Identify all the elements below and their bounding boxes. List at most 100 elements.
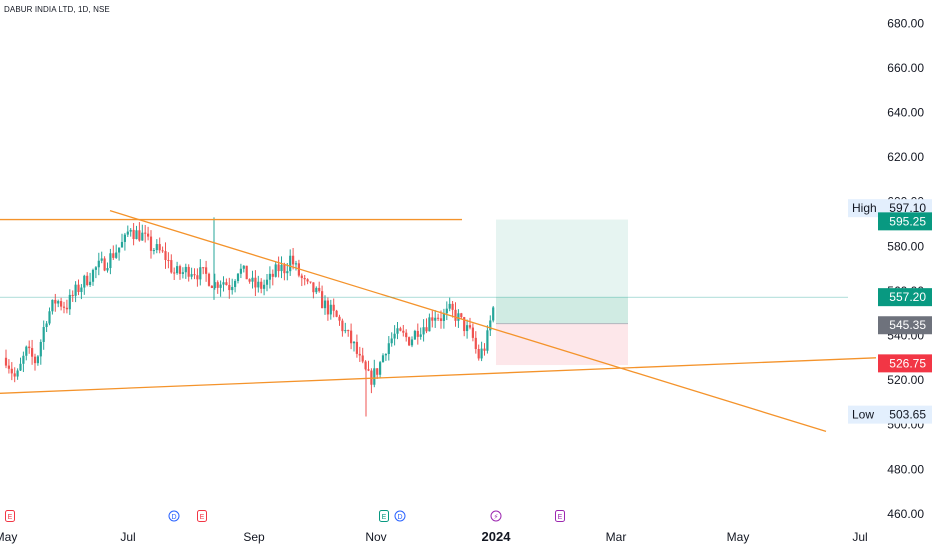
candle-body	[318, 287, 321, 292]
event-marker-dividend[interactable]: D	[394, 510, 406, 522]
event-marker-earnings[interactable]: E	[197, 510, 207, 522]
candle-body	[103, 258, 106, 271]
candle	[399, 326, 402, 332]
candle	[431, 310, 434, 328]
candle-body	[48, 311, 51, 324]
candle-body	[231, 286, 234, 291]
candle	[33, 353, 37, 371]
candle	[257, 275, 260, 293]
candle	[115, 244, 118, 259]
candle-body	[419, 334, 422, 337]
price-label-stop: 526.75	[878, 354, 932, 373]
event-marker-earnings[interactable]: E	[379, 510, 389, 522]
candle	[236, 273, 240, 284]
candle	[138, 222, 141, 242]
candle	[439, 310, 443, 329]
candle-body	[135, 230, 138, 240]
candle	[312, 282, 315, 299]
candle	[303, 275, 306, 286]
event-marker-earnings[interactable]: E	[5, 510, 15, 522]
candle	[187, 264, 190, 282]
candle-body	[431, 317, 434, 321]
candle	[178, 264, 182, 280]
event-marker-shape	[168, 510, 180, 522]
candle-body	[141, 232, 144, 241]
candle-body	[4, 357, 8, 366]
candle-body	[184, 266, 187, 273]
candle-body	[309, 281, 312, 283]
candle	[13, 367, 16, 383]
x-tick-label: 2024	[482, 529, 512, 544]
event-marker-dividend[interactable]: D	[168, 510, 180, 522]
event-marker-shape	[490, 510, 502, 522]
candle	[408, 336, 411, 347]
candle-body	[451, 303, 454, 310]
event-marker-letter: ⚡	[494, 513, 499, 521]
candle-body	[410, 339, 414, 346]
candle-body	[91, 269, 95, 282]
candle-body	[152, 250, 155, 252]
x-tick-label: May	[0, 530, 17, 544]
candle	[106, 262, 109, 273]
candle	[483, 343, 486, 356]
candle-body	[448, 303, 451, 309]
candle	[451, 300, 454, 318]
candle	[326, 297, 329, 321]
candle-body	[181, 272, 184, 274]
candle	[216, 280, 219, 294]
chart-title: DABUR INDIA LTD, 1D, NSE	[4, 5, 110, 14]
candle	[158, 237, 161, 254]
candle-body	[457, 313, 460, 321]
candle-body	[315, 287, 318, 293]
candle	[199, 259, 202, 286]
candle	[31, 339, 34, 365]
candle	[234, 279, 237, 293]
candle-body	[260, 281, 263, 289]
candle-body	[97, 260, 100, 268]
candle	[225, 278, 228, 286]
y-tick-label: 660.00	[887, 61, 924, 75]
candle-body	[344, 330, 347, 332]
candle-body	[54, 299, 57, 304]
candle-body	[355, 341, 358, 354]
event-marker-letter: E	[8, 514, 13, 521]
candle	[335, 309, 338, 318]
candle-body	[352, 341, 356, 344]
event-marker-split[interactable]: ⚡	[490, 510, 502, 522]
candle	[45, 321, 48, 333]
candle-body	[28, 346, 31, 349]
candle	[422, 319, 425, 342]
candle	[306, 278, 309, 285]
candle-body	[294, 263, 298, 265]
candle	[51, 299, 54, 315]
x-tick-label: Jul	[120, 530, 135, 544]
candle	[425, 318, 428, 334]
candle-body	[271, 273, 274, 277]
candle-body	[100, 258, 103, 261]
candle-body	[86, 275, 89, 286]
candle-body	[274, 264, 277, 277]
candle	[181, 267, 184, 279]
candle	[109, 248, 112, 275]
candle	[19, 357, 22, 371]
candle	[22, 351, 25, 373]
candle	[454, 302, 457, 327]
candle	[329, 299, 332, 320]
candle	[57, 299, 60, 308]
x-tick-label: Sep	[243, 530, 265, 544]
event-marker-earnings[interactable]: E	[555, 510, 565, 522]
time-axis: May Jul Sep Nov 2024 Mar May Jul	[0, 529, 868, 544]
candle-body	[434, 317, 437, 321]
x-tick-label: May	[727, 530, 750, 544]
candle-body	[25, 346, 28, 356]
candle	[413, 329, 416, 340]
candle	[445, 301, 448, 321]
event-marker-letter: D	[171, 514, 176, 521]
candle-body	[161, 250, 164, 252]
candle	[28, 340, 31, 354]
candle-body	[123, 234, 126, 242]
candle	[231, 278, 234, 295]
candle-body	[428, 317, 431, 332]
candle-body	[486, 330, 489, 351]
